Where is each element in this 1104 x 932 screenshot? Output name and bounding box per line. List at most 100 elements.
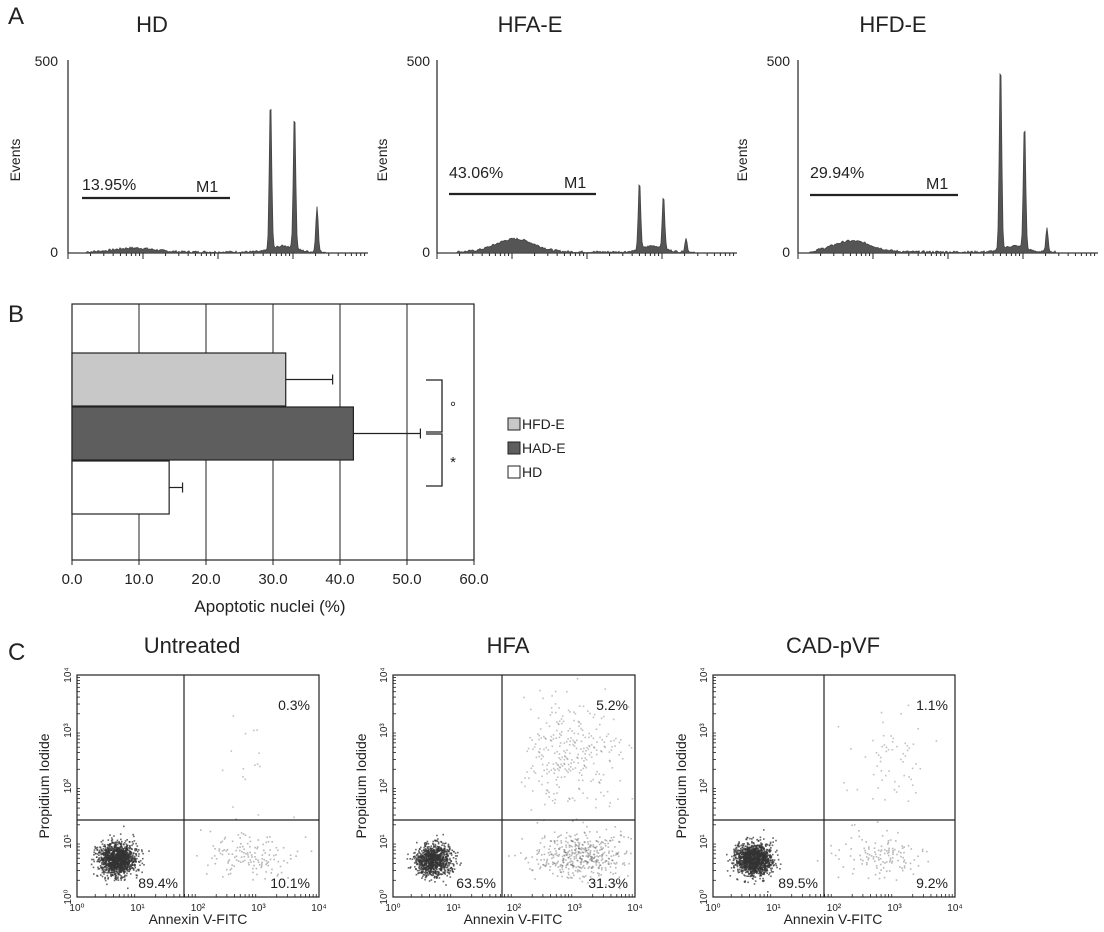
y-axis-label: Events [7,139,23,182]
event-dot [421,850,423,852]
event-dot [416,861,418,863]
event-dot [557,855,560,857]
event-dot [734,844,737,847]
event-dot [608,759,611,762]
event-dot [757,860,759,863]
event-dot [426,849,429,852]
event-dot [558,769,560,772]
event-dot [752,878,754,880]
event-dot [132,852,135,854]
event-dot [596,849,598,852]
event-dot [595,806,597,809]
event-dot [614,883,616,885]
event-dot [576,853,578,856]
event-dot [433,861,435,864]
event-dot [759,869,761,872]
event-dot [761,857,763,860]
event-dot [447,844,450,847]
event-dot [779,863,782,865]
event-dot [565,864,567,867]
event-dot [762,865,765,867]
event-dot [579,870,582,873]
event-dot [543,853,546,856]
event-dot [556,843,559,846]
event-dot [598,865,600,868]
event-dot [765,843,768,845]
event-dot [582,779,584,782]
event-dot [597,852,600,854]
event-dot [251,856,253,858]
quadrant-upper-right: 1.1% [916,697,948,713]
event-dot [770,849,772,852]
event-dot [569,752,571,755]
event-dot [748,868,751,870]
event-dot [572,864,574,867]
event-dot [420,868,423,870]
event-dot [242,833,245,835]
event-dot [739,852,741,854]
event-dot [267,864,269,867]
event-dot [443,868,446,871]
event-dot [541,854,543,856]
event-dot [435,871,437,874]
event-dot [231,840,234,843]
event-dot [590,743,593,746]
event-dot [209,830,212,833]
event-dot [256,763,259,765]
event-dot [864,851,867,854]
event-dot [560,731,563,733]
event-dot [763,852,766,855]
event-dot [114,845,117,848]
event-dot [456,862,458,865]
event-dot [443,867,445,869]
event-dot [423,857,425,859]
event-dot [99,859,102,862]
event-dot [411,858,413,861]
event-dot [891,857,894,859]
event-dot [228,859,231,861]
event-dot [415,858,418,860]
event-dot [457,851,459,854]
event-dot [446,848,448,851]
event-dot [762,880,765,883]
event-dot [763,857,766,859]
event-dot [737,846,740,848]
event-dot [628,862,630,865]
event-dot [744,871,747,874]
event-dot [771,867,773,870]
event-dot [759,859,761,861]
event-dot [416,841,418,844]
event-dot [626,850,628,853]
event-dot [558,707,560,709]
event-dot [541,837,544,840]
event-dot [565,840,567,843]
event-dot [122,862,125,865]
x-axis-label: Annexin V-FITC [149,911,248,927]
event-dot [575,851,577,854]
event-dot [432,872,434,875]
event-dot [559,758,562,761]
event-dot [568,850,571,852]
event-dot [761,853,764,856]
y-tick-label: 10³ [699,723,710,738]
event-dot [244,834,247,836]
event-dot [851,824,853,827]
event-dot [880,869,882,871]
event-dot [763,838,765,840]
event-dot [428,851,430,853]
event-dot [539,866,542,868]
event-dot [834,854,837,857]
event-dot [275,846,278,849]
legend-label: HAD-E [522,440,566,456]
event-dot [133,860,135,863]
event-dot [614,846,616,848]
event-dot [582,734,584,736]
event-dot [295,855,297,857]
event-dot [892,851,894,854]
event-dot [256,847,258,850]
event-dot [439,869,442,871]
event-dot [571,864,573,866]
event-dot [770,847,772,849]
event-dot [127,859,129,861]
event-dot [436,871,438,873]
